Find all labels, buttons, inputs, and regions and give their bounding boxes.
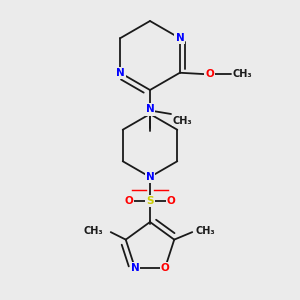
Text: N: N	[146, 172, 154, 182]
Text: O: O	[160, 263, 169, 273]
Text: O: O	[167, 196, 176, 206]
Text: N: N	[176, 33, 184, 43]
Text: N: N	[116, 68, 124, 78]
Text: CH₃: CH₃	[84, 226, 103, 236]
Text: O: O	[124, 196, 134, 206]
Text: CH₃: CH₃	[172, 116, 192, 125]
Text: N: N	[130, 263, 140, 273]
Text: CH₃: CH₃	[195, 226, 215, 236]
Text: N: N	[146, 104, 154, 115]
Text: S: S	[146, 196, 154, 206]
Text: CH₃: CH₃	[232, 69, 252, 79]
Text: O: O	[206, 69, 214, 79]
